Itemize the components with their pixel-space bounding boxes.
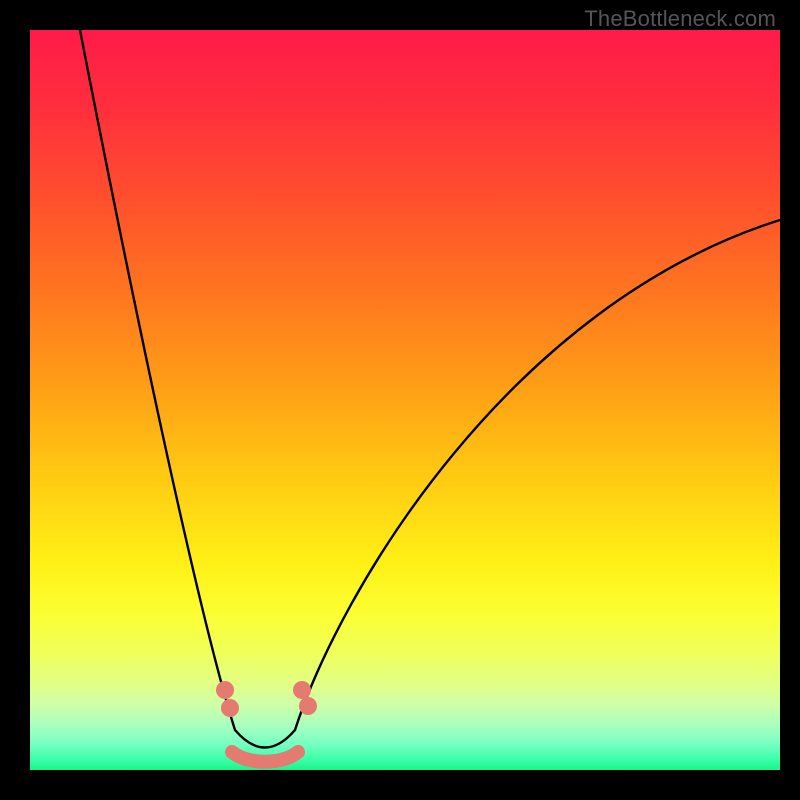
bottleneck-curve [80,30,780,748]
watermark-text: TheBottleneck.com [584,6,776,32]
plot-area [30,30,780,770]
curve-layer [30,30,780,770]
bottom-marker-underline [232,752,298,762]
frame-left [0,0,30,800]
marker-dot [216,681,234,699]
marker-dot [293,681,311,699]
marker-dot [299,697,317,715]
marker-dot [221,699,239,717]
frame-bottom [0,770,800,800]
bottom-marker-dots [216,681,317,717]
frame-right [780,0,800,800]
